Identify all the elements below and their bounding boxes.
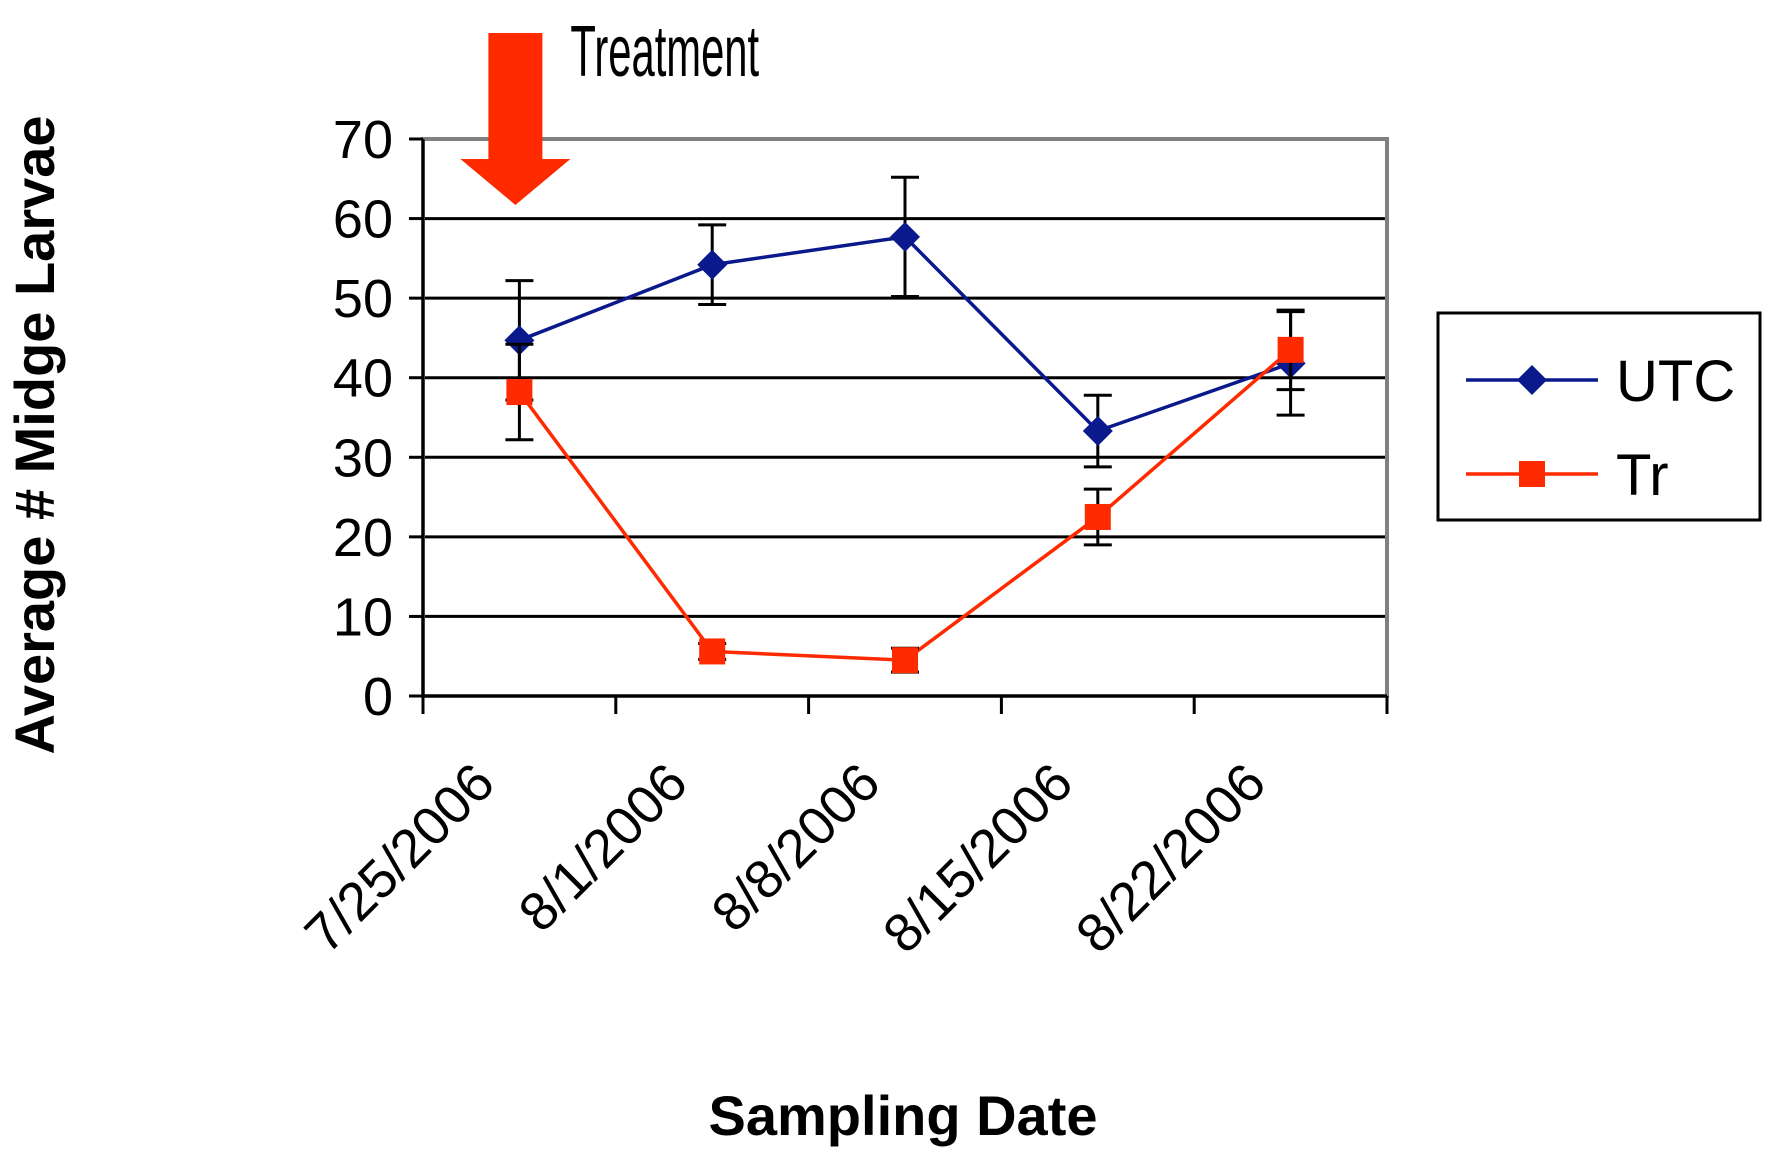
legend-marker <box>1517 365 1547 395</box>
x-tick-label: 8/1/2006 <box>508 752 699 943</box>
x-tick-label: 8/8/2006 <box>700 752 891 943</box>
data-point <box>1277 336 1304 363</box>
data-point <box>890 221 920 252</box>
y-axis-title: Average # Midge Larvae <box>3 115 66 754</box>
legend-label: UTC <box>1616 349 1735 414</box>
y-tick-label: 40 <box>333 349 393 409</box>
data-point <box>697 249 728 280</box>
x-tick-labels: 7/25/2006 8/1/2006 8/8/20068/15/20068/22/2… <box>294 752 1277 964</box>
x-tick-label: 8/22/2006 <box>1065 752 1277 964</box>
y-tick-label: 50 <box>333 269 393 329</box>
series-line <box>517 348 1292 662</box>
x-tick-label: 7/25/2006 <box>294 752 506 964</box>
x-tick-label: 8/15/2006 <box>872 752 1084 964</box>
y-tick-label: 20 <box>333 508 393 568</box>
legend-label: Tr <box>1616 443 1669 508</box>
data-point <box>699 638 726 665</box>
axes <box>409 137 1389 714</box>
series-lines <box>504 175 1306 674</box>
series-tr <box>505 308 1305 674</box>
treatment-arrow-icon <box>460 33 571 205</box>
y-tick-labels: 0 10 20 30 40 50 60 70 <box>333 110 393 727</box>
y-tick-label: 0 <box>363 667 393 727</box>
data-point <box>1084 503 1111 530</box>
y-tick-label: 10 <box>333 587 393 647</box>
legend-marker <box>1519 461 1545 487</box>
series-utc <box>504 175 1306 469</box>
x-axis-title: Sampling Date <box>709 1084 1098 1147</box>
y-tick-label: 30 <box>333 428 393 488</box>
treatment-label: Treatment <box>570 10 759 92</box>
treatment-annotation: Treatment <box>460 10 759 205</box>
y-tick-label: 70 <box>333 110 393 170</box>
y-tick-label: 60 <box>333 190 393 250</box>
data-point <box>1082 416 1113 447</box>
data-point <box>506 379 533 406</box>
data-point <box>504 325 535 356</box>
legend-box <box>1436 311 1762 522</box>
data-point <box>892 647 918 674</box>
legend: UTC Tr <box>1436 311 1762 522</box>
